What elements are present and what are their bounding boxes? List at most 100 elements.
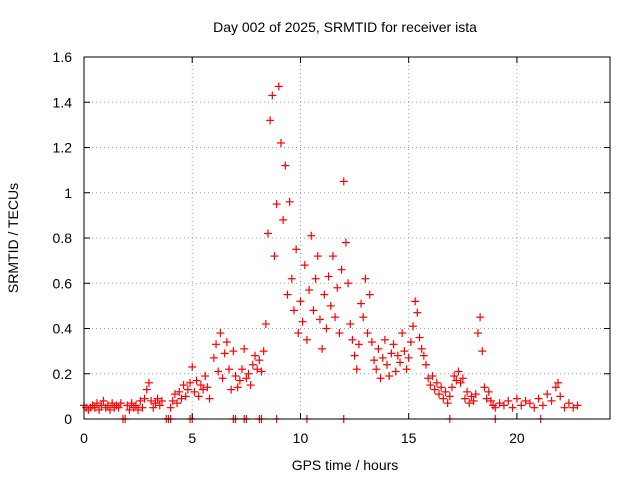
data-point <box>255 356 264 365</box>
data-point <box>188 362 197 371</box>
data-point <box>434 390 443 399</box>
data-point <box>105 405 114 414</box>
data-point <box>478 347 487 356</box>
data-point <box>413 308 422 317</box>
data-point <box>569 403 578 412</box>
data-point <box>231 372 240 381</box>
data-point <box>367 338 376 347</box>
data-point <box>469 396 478 405</box>
data-point <box>406 338 415 347</box>
tick-labels: 0 0.2 0.4 0.6 0.8 1 1.2 1.4 1.6 0 5 10 15 20 <box>53 49 525 446</box>
data-point <box>322 324 331 333</box>
data-point <box>547 396 556 405</box>
data-point <box>289 306 298 315</box>
data-point <box>357 299 366 308</box>
data-point <box>333 283 342 292</box>
data-point <box>123 401 132 410</box>
data-point <box>402 365 411 374</box>
data-point <box>415 333 424 342</box>
data-point <box>300 261 309 270</box>
data-point <box>307 231 316 240</box>
data-point <box>350 351 359 360</box>
x-tick-label: 15 <box>401 430 417 446</box>
y-tick-label: 0.4 <box>53 321 73 337</box>
data-point <box>170 390 179 399</box>
data-point <box>136 396 145 405</box>
data-point <box>166 403 175 412</box>
data-point <box>376 374 385 383</box>
grid <box>84 57 610 419</box>
data-point <box>142 385 151 394</box>
data-point <box>302 335 311 344</box>
data-point <box>283 290 292 299</box>
data-point <box>140 394 149 403</box>
data-point <box>225 365 234 374</box>
data-point <box>144 378 153 387</box>
data-point <box>554 378 563 387</box>
data-point <box>460 394 469 403</box>
data-point <box>363 329 372 338</box>
data-point <box>389 340 398 349</box>
y-tick-label: 0 <box>64 411 72 427</box>
data-point <box>499 401 508 410</box>
data-point <box>422 360 431 369</box>
data-point <box>240 344 249 353</box>
data-point <box>222 338 231 347</box>
data-point <box>400 347 409 356</box>
data-point <box>346 319 355 328</box>
data-point <box>220 349 229 358</box>
data-point <box>391 367 400 376</box>
data-point <box>138 403 147 412</box>
x-axis-label: GPS time / hours <box>292 457 399 473</box>
data-point <box>147 396 156 405</box>
data-point <box>285 197 294 206</box>
data-point <box>263 229 272 238</box>
y-axis-label: SRMTID / TECUs <box>5 183 21 293</box>
y-tick-label: 1.4 <box>53 94 73 110</box>
data-point <box>383 360 392 369</box>
data-point <box>556 392 565 401</box>
data-point <box>201 372 210 381</box>
data-point <box>372 365 381 374</box>
data-point <box>380 335 389 344</box>
data-point <box>209 353 218 362</box>
data-point <box>331 313 340 322</box>
data-point <box>95 405 104 414</box>
data-point <box>337 265 346 274</box>
data-point <box>471 390 480 399</box>
data-point <box>151 399 160 408</box>
data-point <box>378 353 387 362</box>
data-point <box>439 394 448 403</box>
data-point <box>196 381 205 390</box>
data-point <box>354 340 363 349</box>
data-point <box>419 351 428 360</box>
data-point <box>480 383 489 392</box>
data-point <box>417 344 426 353</box>
data-point <box>486 396 495 405</box>
data-point <box>361 274 370 283</box>
data-point <box>227 385 236 394</box>
data-point <box>108 399 117 408</box>
x-tick-label: 0 <box>80 430 88 446</box>
data-point <box>177 394 186 403</box>
data-point <box>396 358 405 367</box>
data-point <box>242 374 251 383</box>
data-point <box>508 403 517 412</box>
data-point <box>149 403 158 412</box>
data-point <box>203 383 212 392</box>
data-point <box>287 274 296 283</box>
data-point <box>274 82 283 91</box>
data-point <box>253 365 262 374</box>
plot-frame <box>83 56 611 420</box>
data-point <box>311 274 320 283</box>
data-point <box>259 347 268 356</box>
data-point <box>157 396 166 405</box>
data-point <box>447 383 456 392</box>
data-point <box>257 367 266 376</box>
data-point <box>270 252 279 261</box>
data-point <box>205 394 214 403</box>
data-point <box>560 403 569 412</box>
data-point <box>212 340 221 349</box>
data-point <box>296 297 305 306</box>
